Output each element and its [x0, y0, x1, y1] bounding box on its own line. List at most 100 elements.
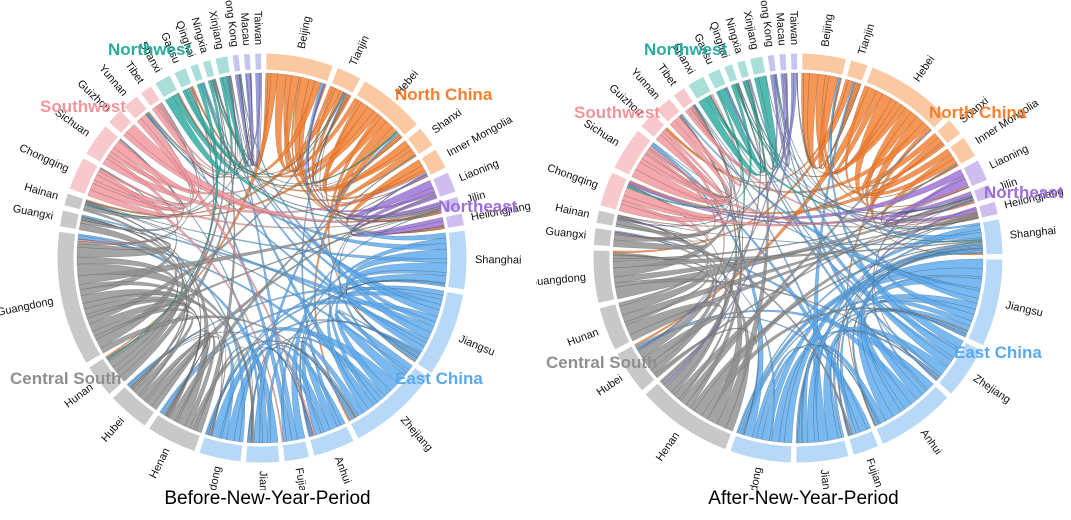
- region-label-northwest: Northwest: [108, 40, 191, 59]
- chord-ribbon: [82, 208, 202, 419]
- chord-ribbon: [78, 281, 223, 437]
- province-label: Tianjin: [856, 22, 877, 56]
- province-label: Sichuan: [581, 118, 621, 149]
- province-arc-ningxia: [735, 59, 751, 80]
- province-label: Jilin: [465, 189, 487, 206]
- province-label: Tibet: [655, 62, 679, 89]
- chord-ribbon: [145, 76, 233, 178]
- province-arc-henan: [147, 413, 201, 453]
- province-arc-heilongjiang: [444, 212, 465, 229]
- province-arc-beijing: [801, 52, 848, 76]
- province-label: Guangdong: [536, 272, 586, 289]
- province-label: Hainan: [554, 202, 591, 221]
- province-arc-henan: [644, 382, 733, 451]
- chord-ribbon: [689, 241, 983, 412]
- province-arc-shandong: [729, 434, 793, 464]
- chord-ribbon: [802, 345, 880, 444]
- chord-ribbon: [647, 119, 731, 199]
- chord-ribbon: [664, 121, 929, 194]
- province-label: Chongqing: [546, 162, 600, 191]
- region-label-central-south: Central South: [10, 369, 121, 388]
- chord-ribbon: [77, 219, 171, 250]
- chords: [612, 72, 984, 444]
- province-arc-sichuan: [613, 129, 652, 176]
- chord-ribbon: [151, 87, 219, 179]
- chord-ribbon: [872, 137, 959, 207]
- chord-ribbon: [637, 90, 745, 351]
- chord-ribbon: [613, 73, 788, 242]
- chord-ribbon: [716, 79, 770, 429]
- region-label-northeast: Northeast: [438, 197, 518, 216]
- chord-ribbon: [698, 82, 762, 176]
- province-arc-anhui: [309, 425, 355, 457]
- province-arc-hainan: [63, 192, 85, 211]
- province-arc-guangdong: [592, 249, 616, 305]
- province-arc-guizhou: [107, 109, 133, 135]
- chord-ribbon: [164, 75, 238, 174]
- province-label: Macau: [238, 12, 252, 46]
- chord-ribbon: [350, 196, 444, 236]
- chord-ribbon: [674, 106, 742, 187]
- province-arc-gansu: [173, 67, 193, 89]
- province-label: Jilin: [997, 176, 1019, 194]
- province-arc-inner-mongolia: [949, 136, 977, 166]
- chord-ribbon: [229, 75, 298, 441]
- province-arc-hubei: [111, 385, 156, 427]
- province-arc-tianjin: [330, 66, 362, 95]
- chord-ribbon: [80, 138, 183, 232]
- province-arc-jiangxi: [795, 439, 850, 464]
- province-arc-jilin: [440, 195, 462, 214]
- province-arc-jiangxi: [244, 444, 281, 464]
- region-label-central-south: Central South: [546, 353, 657, 372]
- province-label: Taiwan: [787, 11, 800, 45]
- province-arc-qinghai: [189, 62, 204, 83]
- chord-chart-before: Beijing Tianjin Hebei Shanxi Inner Mongolia L…: [0, 0, 535, 520]
- chord-ribbon: [796, 72, 979, 304]
- province-label: Beijing: [296, 15, 314, 50]
- region-labels: North China Northeast East China Central So…: [10, 40, 518, 388]
- chord-ribbon: [612, 79, 854, 253]
- chord-ribbon: [312, 90, 403, 189]
- province-arc-guizhou: [640, 112, 666, 139]
- chord-ribbon: [872, 199, 974, 392]
- province-arc-beijing: [265, 52, 335, 83]
- province-label: Jiangxi: [818, 469, 834, 490]
- province-arc-tianjin: [845, 59, 869, 82]
- chord-ribbon: [626, 84, 752, 209]
- province-label: Liaoning: [988, 143, 1031, 172]
- province-arc-shanghai: [981, 218, 1004, 256]
- province-arc-yunnan: [655, 97, 681, 124]
- province-arc-hainan: [595, 209, 616, 227]
- province-arc-zhejiang: [349, 366, 430, 440]
- chord-ribbon: [726, 86, 942, 377]
- chord-ribbon: [680, 128, 933, 406]
- region-label-northeast: Northeast: [984, 183, 1064, 202]
- province-label: Hunan: [566, 326, 601, 349]
- province-label: Guangxi: [545, 225, 587, 241]
- province-arc-hebei: [355, 79, 419, 137]
- province-label: Shanghai: [475, 254, 522, 266]
- chord-ribbon: [705, 95, 974, 215]
- province-arc-anhui: [875, 385, 949, 446]
- chord-ribbon: [328, 172, 428, 406]
- region-labels: North China Northeast East China Central So…: [546, 40, 1064, 372]
- chord-ribbon: [155, 73, 252, 175]
- province-arc-guangxi: [58, 209, 80, 230]
- chord-ribbon: [305, 82, 432, 340]
- province-arc-taiwan: [789, 52, 799, 71]
- chord-chart-after: Beijing Tianjin Hebei Shanxi Inner Mongolia L…: [536, 0, 1071, 520]
- chord-ribbon: [737, 82, 907, 178]
- chord-ribbon: [226, 73, 254, 167]
- chord-ribbon: [214, 78, 375, 178]
- chord-ribbon: [621, 213, 979, 323]
- province-arc-chongqing: [68, 156, 99, 196]
- province-label: Jiangsu: [1004, 299, 1044, 319]
- region-label-north-china: North China: [395, 85, 493, 104]
- province-label: Hubei: [99, 415, 127, 445]
- chord-ribbon: [857, 248, 984, 422]
- chord-ribbon: [673, 162, 958, 400]
- province-label: Hebei: [911, 54, 937, 85]
- chord-ribbon: [99, 147, 185, 210]
- chord-ribbon: [96, 170, 284, 443]
